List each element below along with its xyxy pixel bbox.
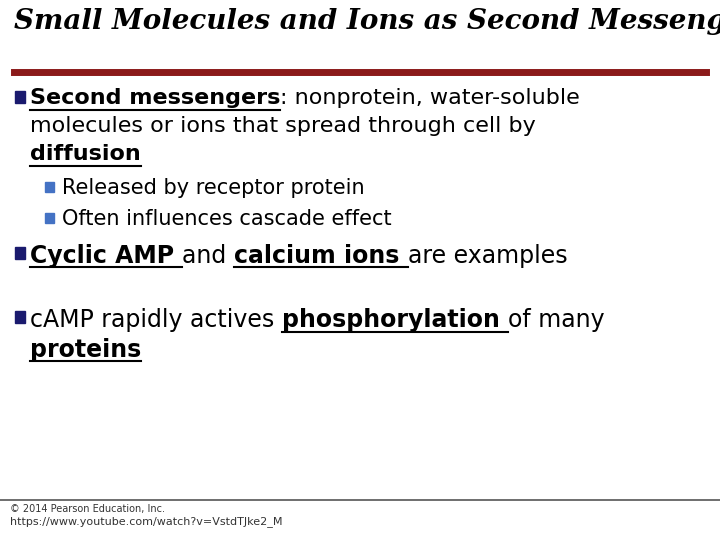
Text: cAMP rapidly actives: cAMP rapidly actives xyxy=(30,308,282,332)
Text: phosphorylation: phosphorylation xyxy=(282,308,508,332)
Text: Second messengers: Second messengers xyxy=(30,88,280,108)
Text: and: and xyxy=(182,244,234,268)
Bar xyxy=(15,247,25,259)
Text: https://www.youtube.com/watch?v=VstdTJke2_M: https://www.youtube.com/watch?v=VstdTJke… xyxy=(10,516,282,527)
Bar xyxy=(15,91,25,103)
Text: molecules or ions that spread through cell by: molecules or ions that spread through ce… xyxy=(30,116,536,136)
Text: are examples: are examples xyxy=(408,244,567,268)
Text: © 2014 Pearson Education, Inc.: © 2014 Pearson Education, Inc. xyxy=(10,504,165,514)
Bar xyxy=(15,311,25,323)
Text: : nonprotein, water-soluble: : nonprotein, water-soluble xyxy=(280,88,580,108)
Text: Often influences cascade effect: Often influences cascade effect xyxy=(62,209,392,229)
Text: proteins: proteins xyxy=(30,338,141,362)
Text: Small Molecules and Ions as Second Messengers: Small Molecules and Ions as Second Messe… xyxy=(14,8,720,35)
Text: Released by receptor protein: Released by receptor protein xyxy=(62,178,364,198)
Text: of many: of many xyxy=(508,308,605,332)
Text: Cyclic AMP: Cyclic AMP xyxy=(30,244,182,268)
Bar xyxy=(45,213,54,223)
Text: diffusion: diffusion xyxy=(30,144,140,164)
Text: calcium ions: calcium ions xyxy=(234,244,408,268)
Bar xyxy=(45,181,54,192)
